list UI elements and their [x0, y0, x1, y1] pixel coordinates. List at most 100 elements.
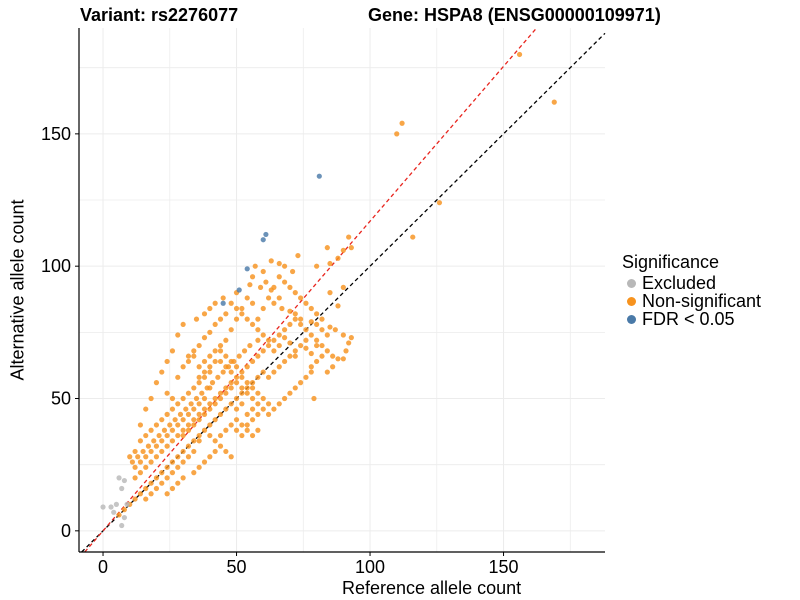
data-point-non-significant — [324, 245, 330, 251]
data-point-non-significant — [143, 454, 149, 460]
reference-line-fitted — [84, 27, 538, 553]
data-point-non-significant — [175, 422, 181, 428]
data-point-non-significant — [276, 342, 282, 349]
data-point-excluded — [121, 514, 127, 521]
data-point-non-significant — [201, 406, 208, 412]
data-point-non-significant — [239, 401, 245, 407]
data-point-non-significant — [180, 432, 186, 439]
data-point-non-significant — [159, 480, 165, 486]
data-point-non-significant — [169, 438, 176, 444]
data-point-non-significant — [207, 385, 213, 391]
data-point-non-significant — [327, 260, 333, 267]
data-point-non-significant — [137, 422, 144, 428]
data-point-non-significant — [249, 395, 256, 402]
data-point-non-significant — [244, 390, 250, 396]
data-point-non-significant — [244, 364, 250, 370]
data-point-non-significant — [319, 316, 325, 322]
data-point-fdr-0-05 — [260, 237, 266, 243]
data-point-non-significant — [303, 327, 309, 333]
data-point-non-significant — [212, 438, 218, 444]
data-point-non-significant — [175, 454, 181, 460]
data-point-non-significant — [314, 358, 320, 365]
data-point-non-significant — [175, 432, 181, 439]
data-point-non-significant — [201, 459, 208, 465]
data-point-non-significant — [244, 295, 250, 301]
data-point-non-significant — [159, 417, 165, 423]
data-point-non-significant — [292, 385, 298, 391]
data-point-non-significant — [330, 353, 336, 359]
data-point-non-significant — [207, 329, 213, 335]
data-point-non-significant — [298, 295, 304, 301]
data-point-non-significant — [175, 332, 181, 338]
data-point-non-significant — [292, 311, 298, 317]
data-point-non-significant — [255, 353, 261, 359]
data-point-non-significant — [228, 358, 234, 365]
data-point-non-significant — [287, 353, 293, 359]
data-point-non-significant — [314, 263, 320, 269]
data-point-non-significant — [276, 295, 282, 301]
y-tick-label: 150 — [41, 124, 71, 144]
data-point-non-significant — [335, 303, 341, 309]
data-point-non-significant — [185, 427, 192, 433]
data-point-non-significant — [281, 279, 288, 285]
data-point-non-significant — [314, 321, 320, 328]
data-point-non-significant — [207, 401, 213, 407]
data-point-non-significant — [121, 507, 127, 513]
data-point-non-significant — [335, 255, 341, 261]
data-point-non-significant — [244, 422, 250, 428]
data-point-non-significant — [260, 369, 266, 375]
data-point-non-significant — [212, 448, 218, 455]
data-point-non-significant — [436, 200, 443, 206]
data-point-non-significant — [143, 464, 149, 470]
data-point-non-significant — [137, 470, 144, 476]
data-point-non-significant — [177, 411, 184, 417]
y-tick-label: 100 — [41, 256, 71, 276]
data-point-non-significant — [260, 406, 266, 412]
data-point-non-significant — [223, 385, 229, 391]
data-point-excluded — [111, 509, 117, 515]
data-point-non-significant — [551, 99, 557, 105]
data-point-non-significant — [244, 380, 250, 386]
data-point-non-significant — [183, 406, 189, 412]
data-point-non-significant — [153, 475, 160, 481]
data-point-non-significant — [319, 327, 325, 333]
data-point-non-significant — [220, 295, 226, 301]
data-point-non-significant — [255, 316, 261, 322]
data-point-non-significant — [247, 282, 253, 288]
data-point-non-significant — [207, 364, 213, 370]
data-point-non-significant — [314, 337, 320, 343]
data-point-non-significant — [212, 395, 218, 402]
data-point-non-significant — [191, 417, 197, 423]
data-point-non-significant — [292, 348, 298, 354]
y-tick-label: 0 — [61, 521, 71, 541]
data-point-non-significant — [164, 443, 170, 449]
data-point-non-significant — [340, 247, 346, 253]
data-point-non-significant — [148, 395, 154, 402]
data-point-non-significant — [228, 454, 234, 460]
data-point-non-significant — [212, 417, 218, 423]
data-point-non-significant — [239, 311, 245, 317]
data-point-non-significant — [255, 327, 261, 333]
data-point-non-significant — [287, 308, 293, 314]
data-point-non-significant — [201, 395, 208, 402]
data-point-non-significant — [290, 268, 296, 275]
data-point-non-significant — [233, 374, 240, 380]
data-point-non-significant — [207, 432, 213, 439]
data-point-non-significant — [164, 464, 170, 470]
data-point-non-significant — [255, 411, 261, 417]
legend-label-excluded: Excluded — [642, 272, 717, 293]
data-point-non-significant — [263, 279, 269, 285]
data-point-non-significant — [164, 390, 170, 396]
data-point-non-significant — [249, 358, 256, 365]
data-point-non-significant — [228, 385, 234, 391]
data-point-non-significant — [196, 411, 202, 417]
legend-label-non-significant: Non-significant — [642, 290, 762, 311]
data-point-non-significant — [281, 263, 288, 269]
data-point-non-significant — [276, 274, 282, 280]
data-point-non-significant — [399, 120, 405, 126]
data-point-non-significant — [159, 448, 165, 455]
data-point-excluded — [100, 504, 106, 510]
data-point-non-significant — [191, 385, 197, 391]
data-point-non-significant — [164, 491, 170, 497]
data-point-non-significant — [247, 342, 253, 349]
